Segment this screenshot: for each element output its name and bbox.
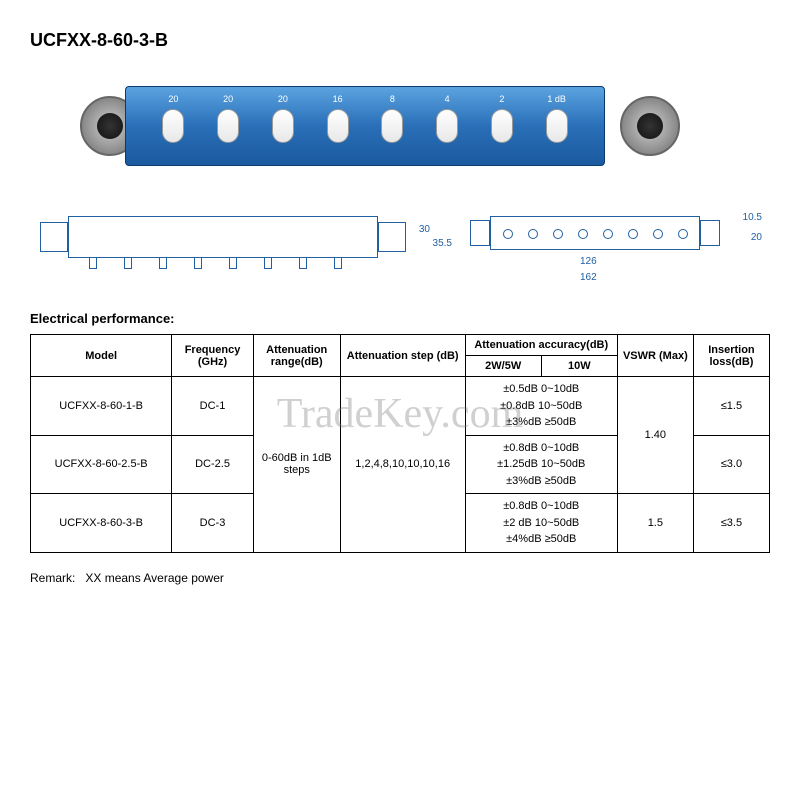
cell-model: UCFXX-8-60-3-B [31, 494, 172, 553]
cell-model: UCFXX-8-60-2.5-B [31, 435, 172, 494]
th-acc: Attenuation accuracy(dB) [465, 335, 617, 356]
th-vswr: VSWR (Max) [617, 335, 693, 377]
th-acc-sub1: 2W/5W [465, 356, 541, 377]
cell-vswr: 1.5 [617, 494, 693, 553]
cell-model: UCFXX-8-60-1-B [31, 377, 172, 436]
section-title: Electrical performance: [30, 311, 770, 326]
knob-4: 16 [327, 109, 349, 143]
knob-2: 20 [217, 109, 239, 143]
connector-right [620, 96, 680, 156]
cell-range: 0-60dB in 1dB steps [253, 377, 340, 553]
knob-1: 20 [162, 109, 184, 143]
cell-loss: ≤3.5 [693, 494, 769, 553]
dimension-diagrams: 30 35.5 126 162 10.5 20 [30, 196, 770, 296]
device-body: 20 20 20 16 8 4 2 1 dB [125, 86, 605, 166]
cell-acc: ±0.8dB 0~10dB ±1.25dB 10~50dB ±3%dB ≥50d… [465, 435, 617, 494]
cell-loss: ≤1.5 [693, 377, 769, 436]
th-acc-sub2: 10W [541, 356, 617, 377]
cell-freq: DC-1 [172, 377, 254, 436]
product-photo: 20 20 20 16 8 4 2 1 dB [30, 66, 770, 186]
knob-3: 20 [272, 109, 294, 143]
cell-freq: DC-3 [172, 494, 254, 553]
cell-acc: ±0.8dB 0~10dB ±2 dB 10~50dB ±4%dB ≥50dB [465, 494, 617, 553]
knob-7: 2 [491, 109, 513, 143]
diagram-front: 30 35.5 [40, 206, 440, 286]
th-range: Attenuation range(dB) [253, 335, 340, 377]
th-loss: Insertion loss(dB) [693, 335, 769, 377]
remark-label: Remark: [30, 571, 75, 585]
knob-8: 1 dB [546, 109, 568, 143]
page-title: UCFXX-8-60-3-B [30, 30, 770, 51]
remark: Remark: XX means Average power [30, 571, 770, 585]
th-freq: Frequency (GHz) [172, 335, 254, 377]
cell-loss: ≤3.0 [693, 435, 769, 494]
diagram-side: 126 162 10.5 20 [470, 206, 760, 286]
remark-text: XX means Average power [85, 571, 224, 585]
cell-step: 1,2,4,8,10,10,10,16 [340, 377, 465, 553]
th-model: Model [31, 335, 172, 377]
th-step: Attenuation step (dB) [340, 335, 465, 377]
cell-freq: DC-2.5 [172, 435, 254, 494]
cell-vswr: 1.40 [617, 377, 693, 494]
table-row: UCFXX-8-60-1-B DC-1 0-60dB in 1dB steps … [31, 377, 770, 436]
knob-5: 8 [381, 109, 403, 143]
spec-table: Model Frequency (GHz) Attenuation range(… [30, 334, 770, 553]
cell-acc: ±0.5dB 0~10dB ±0.8dB 10~50dB ±3%dB ≥50dB [465, 377, 617, 436]
knob-6: 4 [436, 109, 458, 143]
